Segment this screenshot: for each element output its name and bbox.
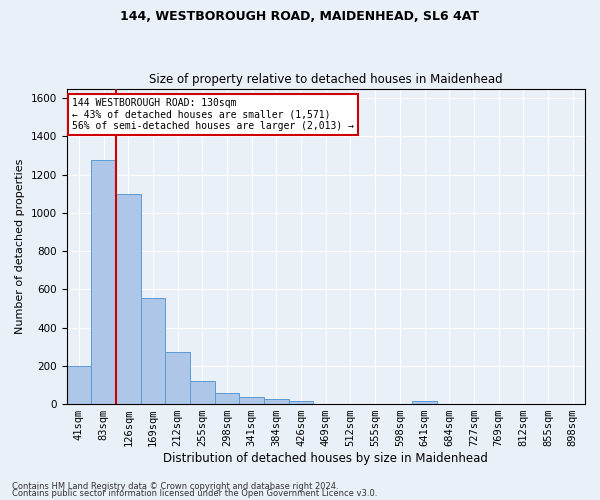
Y-axis label: Number of detached properties: Number of detached properties [15,158,25,334]
Text: Contains public sector information licensed under the Open Government Licence v3: Contains public sector information licen… [12,490,377,498]
Text: Contains HM Land Registry data © Crown copyright and database right 2024.: Contains HM Land Registry data © Crown c… [12,482,338,491]
Bar [67,366,91,404]
Bar [215,392,239,404]
X-axis label: Distribution of detached houses by size in Maidenhead: Distribution of detached houses by size … [163,452,488,465]
Bar [116,194,140,404]
Bar [264,400,289,404]
Bar [289,401,313,404]
Text: 144, WESTBOROUGH ROAD, MAIDENHEAD, SL6 4AT: 144, WESTBOROUGH ROAD, MAIDENHEAD, SL6 4… [121,10,479,23]
Bar [239,398,264,404]
Bar [140,298,165,404]
Bar [190,381,215,404]
Bar [91,160,116,404]
Title: Size of property relative to detached houses in Maidenhead: Size of property relative to detached ho… [149,73,503,86]
Text: 144 WESTBOROUGH ROAD: 130sqm
← 43% of detached houses are smaller (1,571)
56% of: 144 WESTBOROUGH ROAD: 130sqm ← 43% of de… [72,98,354,131]
Bar [412,401,437,404]
Bar [165,352,190,404]
